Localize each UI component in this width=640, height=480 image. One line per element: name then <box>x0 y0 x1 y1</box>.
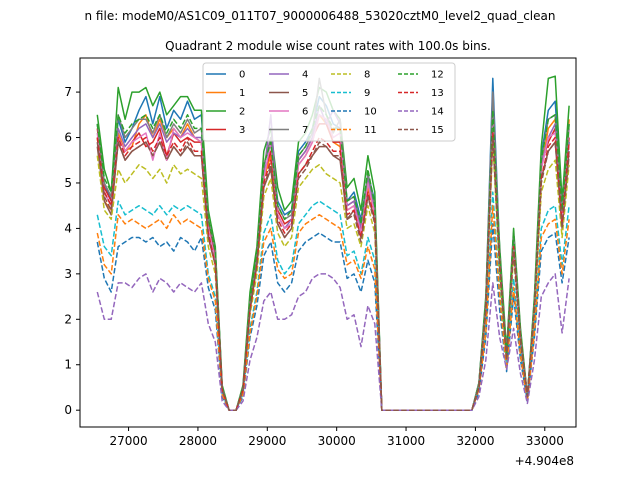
x-axis: 27000 28000 29000 30000 31000 32000 33000 <box>109 427 564 448</box>
y-tick-label: 6 <box>64 131 72 145</box>
legend-label-7: 7 <box>302 125 308 136</box>
legend-label-12: 12 <box>431 70 444 81</box>
x-tick-label: 29000 <box>248 434 286 448</box>
legend-label-1: 1 <box>239 88 245 99</box>
legend-label-14: 14 <box>431 107 444 118</box>
y-tick-label: 3 <box>64 267 72 281</box>
x-offset-label: +4.904e8 <box>515 454 574 468</box>
y-tick-label: 5 <box>64 176 72 190</box>
y-tick-label: 0 <box>64 403 72 417</box>
legend-box <box>202 62 456 142</box>
legend-label-11: 11 <box>364 125 377 136</box>
plot-area-frame <box>79 57 577 428</box>
y-tick-label: 7 <box>64 85 72 99</box>
legend-label-10: 10 <box>364 107 377 118</box>
legend-label-13: 13 <box>431 88 444 99</box>
y-tick-label: 1 <box>64 358 72 372</box>
legend-label-4: 4 <box>302 70 308 81</box>
legend-label-0: 0 <box>239 70 245 81</box>
y-axis: 0 1 2 3 4 5 6 7 <box>64 85 80 417</box>
x-tick-label: 28000 <box>179 434 217 448</box>
series-line-13 <box>96 132 570 411</box>
legend-label-8: 8 <box>364 70 370 81</box>
legend-label-6: 6 <box>302 107 308 118</box>
series-line-11 <box>96 204 570 411</box>
legend-label-5: 5 <box>302 88 308 99</box>
legend-label-15: 15 <box>431 125 444 136</box>
series-line-15 <box>96 136 570 411</box>
series-line-10 <box>96 223 570 411</box>
x-tick-label: 27000 <box>109 434 147 448</box>
x-tick-label: 33000 <box>526 434 564 448</box>
x-tick-label: 32000 <box>456 434 494 448</box>
y-tick-label: 4 <box>64 221 72 235</box>
x-tick-label: 31000 <box>387 434 425 448</box>
legend-label-2: 2 <box>239 107 245 118</box>
x-tick-label: 30000 <box>318 434 356 448</box>
y-tick-label: 2 <box>64 312 72 326</box>
chart-title: Quadrant 2 module wise count rates with … <box>165 39 491 53</box>
legend-label-9: 9 <box>364 88 370 99</box>
legend-label-3: 3 <box>239 125 245 136</box>
figure-suptitle: n file: modeM0/AS1C09_011T07_9000006488_… <box>85 9 556 23</box>
